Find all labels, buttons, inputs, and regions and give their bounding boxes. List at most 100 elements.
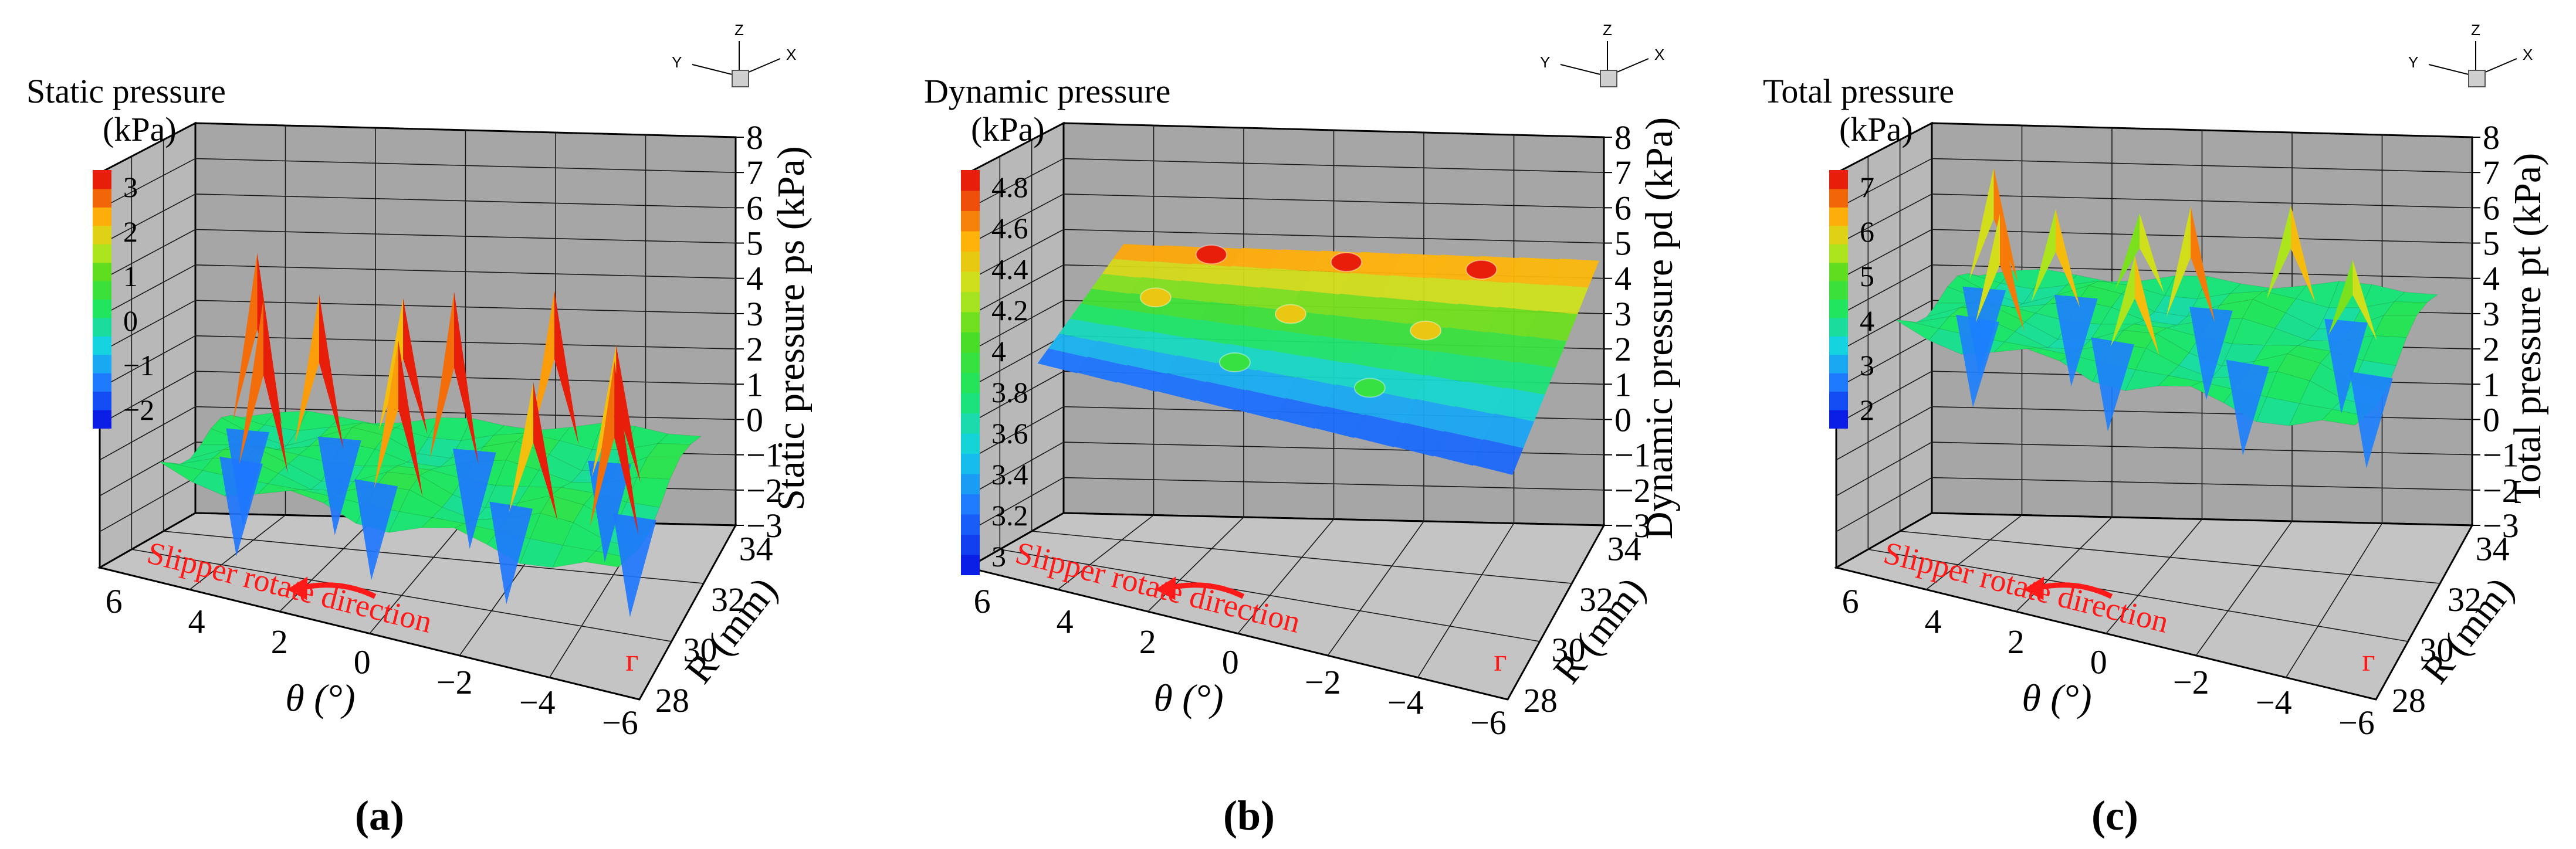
orientation-triad: Z Y X [2408, 21, 2533, 87]
side-wall [1835, 121, 1933, 569]
surface-patch [1210, 284, 1261, 307]
grid-line [967, 193, 1064, 246]
colorbar-unit: (kPa) [1839, 110, 1913, 148]
surface-spike [2328, 260, 2353, 335]
surface-patch [1098, 325, 1149, 349]
colorbar-band [93, 170, 111, 189]
r-tick-label: 28 [2392, 681, 2426, 719]
r-tick-label: 30 [683, 631, 717, 669]
colorbar-band [1829, 225, 1848, 244]
surface-spike [590, 361, 615, 527]
surface-spike [509, 382, 534, 513]
surface-patch [1455, 381, 1506, 415]
surface-bump [1465, 259, 1498, 280]
surface-patch [1358, 318, 1409, 347]
theta-tick-label: −4 [2256, 683, 2292, 721]
colorbar-band [961, 392, 980, 413]
surface-dip [489, 501, 533, 605]
surface-patch [1199, 301, 1250, 326]
surface-patch [1127, 348, 1178, 374]
colorbar-band [961, 210, 980, 232]
surface [159, 253, 702, 617]
surface-patch [1138, 331, 1189, 356]
colorbar-tick-label: 4.6 [991, 212, 1028, 244]
theta-tick-label: −4 [1387, 683, 1424, 721]
triad-x-label: X [786, 46, 796, 63]
z-tick-label: 7 [2483, 154, 2500, 192]
colorbar-band [93, 372, 111, 392]
colorbar-tick-label: 7 [1860, 171, 1874, 203]
surface-patch [626, 477, 671, 508]
r-tick-label: 28 [1524, 681, 1558, 719]
z-tick-label: 2 [1614, 330, 1631, 368]
colorbar-band [93, 243, 111, 263]
colorbar-band [961, 332, 980, 353]
surface-dip [2226, 359, 2270, 456]
grid-line [1836, 300, 1932, 353]
z-tick-label: −1 [746, 436, 783, 474]
rotate-direction-marker: г [2362, 642, 2375, 677]
surface-patch [1498, 282, 1549, 311]
surface-dip [2324, 318, 2368, 414]
z-tick-label: 1 [2483, 365, 2500, 403]
surface-dip [613, 513, 656, 617]
colorbar-band [93, 299, 111, 318]
surface-spike [2266, 205, 2291, 300]
r-tick-label: 30 [1551, 631, 1585, 669]
surface-bump [1331, 252, 1363, 272]
surface-spike [403, 298, 428, 434]
colorbar-band [961, 453, 980, 474]
surface-patch [1538, 284, 1589, 315]
grid-line [2016, 517, 2113, 612]
colorbar-band [961, 311, 980, 332]
colorbar-tick-label: 4.4 [991, 253, 1028, 286]
surface-spike [1993, 168, 2018, 283]
surface-patch [1307, 335, 1358, 364]
surface-patch [1228, 325, 1279, 351]
grid-line [99, 442, 196, 497]
colorbar-tick-label: −1 [123, 349, 154, 382]
surface-patch [1091, 274, 1142, 294]
z-axis-label: Dynamic pressure pd (kPa) [1638, 117, 1681, 539]
surface-patch [1487, 307, 1538, 337]
surface [1895, 168, 2439, 468]
surface-patch [1156, 373, 1207, 401]
surface-dip [2189, 307, 2233, 400]
surface-patch [1196, 381, 1247, 410]
triad-x-label: X [2523, 46, 2533, 63]
theta-axis-label: θ (°) [2022, 677, 2091, 720]
surface-spike [239, 298, 263, 465]
z-tick-label: 1 [746, 365, 763, 403]
theta-axis-label: θ (°) [1153, 677, 1223, 720]
surface-spike [257, 253, 282, 425]
colorbar-band [961, 190, 980, 211]
grid-line [967, 229, 1064, 281]
colorbar-band [961, 251, 980, 272]
grid-line [99, 193, 196, 246]
surface-patch [1390, 253, 1441, 279]
grid-line [163, 531, 704, 584]
panel-2: Slipper rotate directionг876543210−1−2−3… [924, 21, 1681, 839]
surface-patch [1426, 351, 1477, 382]
grid-line [1925, 514, 2022, 590]
colorbar-tick-label: 4.2 [991, 294, 1028, 327]
z-tick-label: 2 [746, 330, 763, 368]
theta-tick-label: 2 [271, 623, 288, 661]
grid-line [279, 517, 376, 612]
rotate-direction-arrowhead [287, 576, 308, 600]
colorbar-band [961, 433, 980, 454]
grid-line [967, 371, 1064, 424]
surface-patch [1354, 414, 1405, 447]
z-tick-label: −1 [2483, 436, 2519, 474]
surface-patch [2394, 291, 2439, 303]
colorbar-band [1829, 335, 1848, 355]
surface-spike [533, 382, 558, 521]
triad-z-label: Z [734, 21, 744, 39]
colorbar-tick-label: 6 [1860, 215, 1874, 248]
panel-1: Slipper rotate directionг876543210−1−2−3… [26, 21, 813, 839]
surface-patch [1329, 293, 1380, 320]
surface-patch [1393, 422, 1444, 457]
surface-patch [1365, 391, 1416, 424]
colorbar-title: Dynamic pressure [924, 72, 1170, 110]
theta-tick-label: −4 [519, 683, 556, 721]
